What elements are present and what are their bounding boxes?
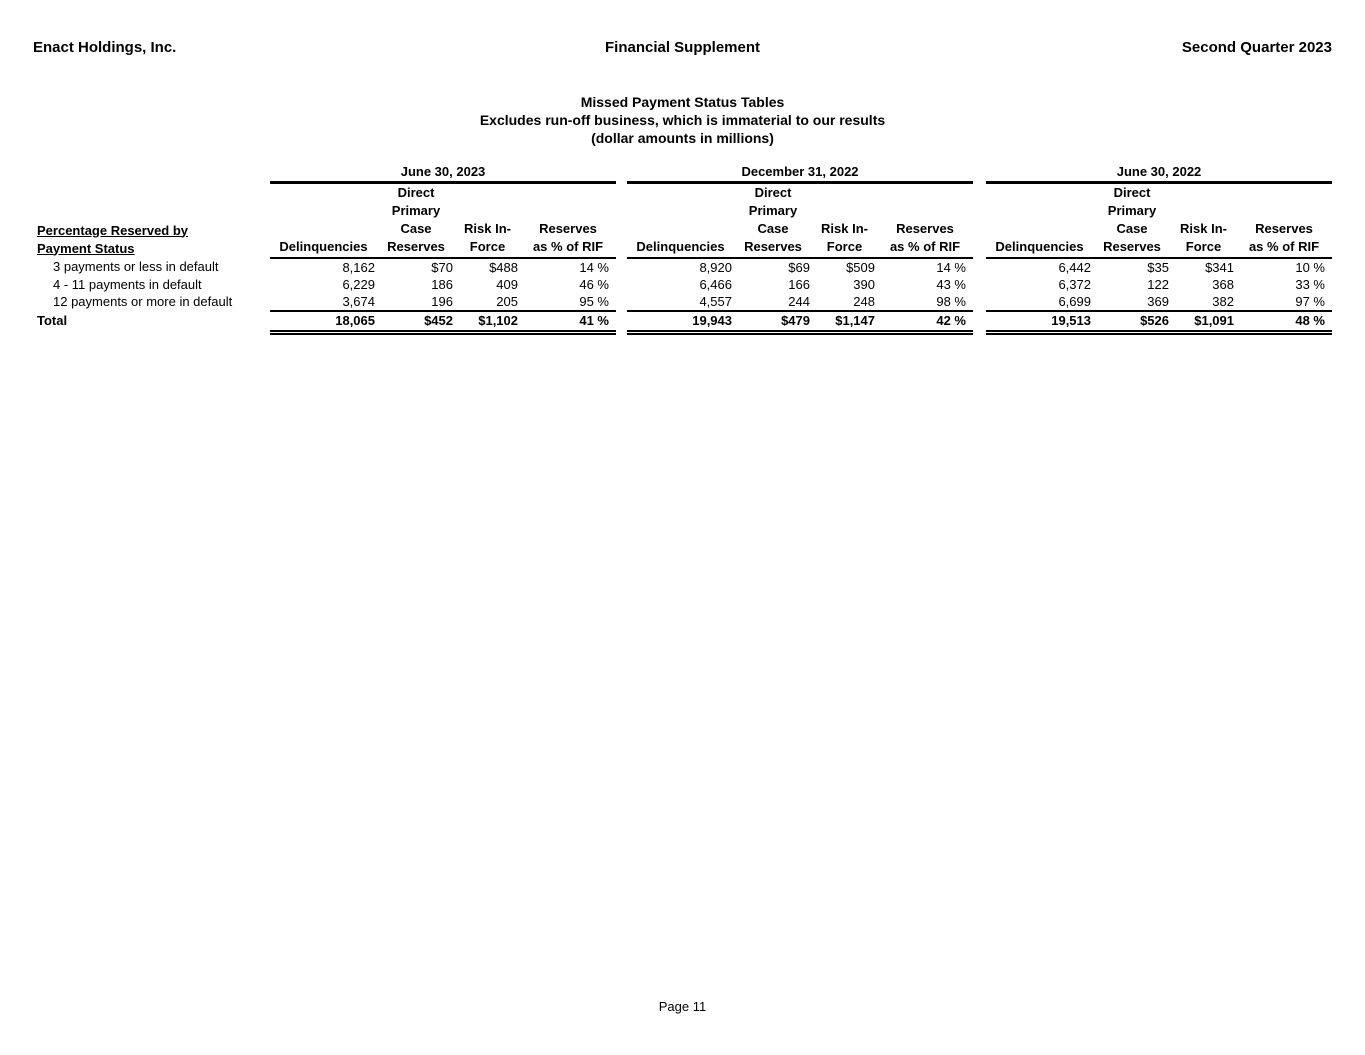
data-cell: 368 xyxy=(1212,276,1234,292)
column-header-risk-in-force: Risk In- Force xyxy=(455,182,520,259)
data-cell: $509 xyxy=(846,259,875,275)
row-label: 3 payments or less in default xyxy=(53,259,219,274)
data-cell: 248 xyxy=(853,293,875,309)
missed-payment-status-table: June 30, 2023 December 31, 2022 June 30,… xyxy=(35,163,1332,335)
group-gap xyxy=(973,182,986,258)
data-cell: $341 xyxy=(1205,259,1234,275)
row-label: 4 - 11 payments in default xyxy=(53,276,202,292)
total-label: Total xyxy=(37,313,68,329)
data-cell: $69 xyxy=(788,259,810,275)
data-cell: 390 xyxy=(853,276,875,292)
total-cell: $1,091 xyxy=(1171,309,1236,335)
column-header-case-reserves: Direct Primary Case Reserves xyxy=(377,182,455,259)
data-cell: 14 % xyxy=(579,259,609,275)
total-cell: 41 % xyxy=(520,309,616,335)
group-gap xyxy=(616,293,627,311)
data-cell: 4,557 xyxy=(699,293,732,309)
row-header-line-1: Percentage Reserved by xyxy=(37,222,189,238)
column-header-case-reserves: Direct Primary Case Reserves xyxy=(734,182,812,259)
table-row: 3 payments or less in default 8,162 $70 … xyxy=(35,258,1332,276)
total-row: Total 18,065 $452 $1,102 41 % 19,943 $47… xyxy=(35,309,1332,335)
title-block: Missed Payment Status Tables Excludes ru… xyxy=(0,93,1365,147)
data-cell: 98 % xyxy=(936,293,966,309)
column-header-case-reserves: Direct Primary Case Reserves xyxy=(1093,182,1171,259)
total-cell: 42 % xyxy=(877,309,973,335)
group-gap xyxy=(616,311,627,333)
spacer-cell xyxy=(35,163,270,182)
total-cell: $526 xyxy=(1093,309,1171,335)
page-number: Page 11 xyxy=(658,999,707,1014)
table-units-note: (dollar amounts in millions) xyxy=(591,130,774,146)
total-cell: 19,513 xyxy=(986,309,1093,335)
data-cell: 10 % xyxy=(1295,259,1325,275)
row-header-line-2: Payment Status xyxy=(37,240,135,256)
data-cell: 8,920 xyxy=(699,259,732,275)
row-label: 12 payments or more in default xyxy=(53,294,233,309)
total-cell: $1,147 xyxy=(812,309,877,335)
group-gap xyxy=(973,276,986,293)
total-cell: 18,065 xyxy=(270,309,377,335)
group-gap xyxy=(973,258,986,276)
table-title: Missed Payment Status Tables xyxy=(580,94,785,110)
data-cell: 6,442 xyxy=(1058,259,1091,275)
table-row: 4 - 11 payments in default 6,229 186 409… xyxy=(35,276,1332,293)
data-cell: 43 % xyxy=(936,276,966,292)
header-company-name: Enact Holdings, Inc. xyxy=(33,39,177,56)
data-cell: 369 xyxy=(1147,293,1169,309)
data-cell: 6,372 xyxy=(1058,276,1091,292)
data-cell: 196 xyxy=(431,293,453,309)
total-cell: $452 xyxy=(377,309,455,335)
column-header-risk-in-force: Risk In- Force xyxy=(812,182,877,259)
column-header-reserves-pct: Reserves as % of RIF xyxy=(1236,182,1332,259)
column-header-delinquencies: Delinquencies xyxy=(270,182,377,259)
date-header-row: June 30, 2023 December 31, 2022 June 30,… xyxy=(35,163,1332,184)
table-subtitle: Excludes run-off business, which is imma… xyxy=(479,112,886,128)
column-header-risk-in-force: Risk In- Force xyxy=(1171,182,1236,259)
total-cell: $1,102 xyxy=(455,309,520,335)
data-cell: 14 % xyxy=(936,259,966,275)
group-gap xyxy=(973,311,986,333)
data-cell: 205 xyxy=(496,293,518,309)
data-cell: 382 xyxy=(1212,293,1234,309)
data-cell: 6,229 xyxy=(342,276,375,292)
column-header-reserves-pct: Reserves as % of RIF xyxy=(877,182,973,259)
group-gap xyxy=(973,293,986,311)
column-header-reserves-pct: Reserves as % of RIF xyxy=(520,182,616,259)
group-gap xyxy=(616,276,627,293)
table-row: 12 payments or more in default 3,674 196… xyxy=(35,293,1332,311)
group-gap xyxy=(616,258,627,276)
group-gap xyxy=(973,163,986,182)
data-cell: 97 % xyxy=(1295,293,1325,309)
data-cell: 33 % xyxy=(1295,276,1325,292)
data-cell: 46 % xyxy=(579,276,609,292)
data-cell: 244 xyxy=(788,293,810,309)
column-header-delinquencies: Delinquencies xyxy=(627,182,734,259)
total-cell: 19,943 xyxy=(627,309,734,335)
data-cell: $35 xyxy=(1147,259,1169,275)
data-cell: 8,162 xyxy=(342,259,375,275)
header-document-title: Financial Supplement xyxy=(604,39,761,56)
data-cell: $488 xyxy=(489,259,518,275)
date-group-header: December 31, 2022 xyxy=(627,163,973,184)
date-group-header: June 30, 2022 xyxy=(986,163,1332,184)
total-cell: $479 xyxy=(734,309,812,335)
data-cell: 6,466 xyxy=(699,276,732,292)
group-gap xyxy=(616,163,627,182)
group-gap xyxy=(616,182,627,258)
data-cell: $70 xyxy=(431,259,453,275)
column-header-delinquencies: Delinquencies xyxy=(986,182,1093,259)
data-cell: 166 xyxy=(788,276,810,292)
data-cell: 409 xyxy=(496,276,518,292)
data-cell: 3,674 xyxy=(342,293,375,309)
data-cell: 122 xyxy=(1147,276,1169,292)
column-header-row: Percentage Reserved by Payment Status De… xyxy=(35,182,1332,259)
total-cell: 48 % xyxy=(1236,309,1332,335)
data-cell: 95 % xyxy=(579,293,609,309)
data-cell: 6,699 xyxy=(1058,293,1091,309)
date-group-header: June 30, 2023 xyxy=(270,163,616,184)
header-period-label: Second Quarter 2023 xyxy=(1181,39,1332,56)
data-cell: 186 xyxy=(431,276,453,292)
row-header-label: Percentage Reserved by Payment Status xyxy=(35,182,270,258)
